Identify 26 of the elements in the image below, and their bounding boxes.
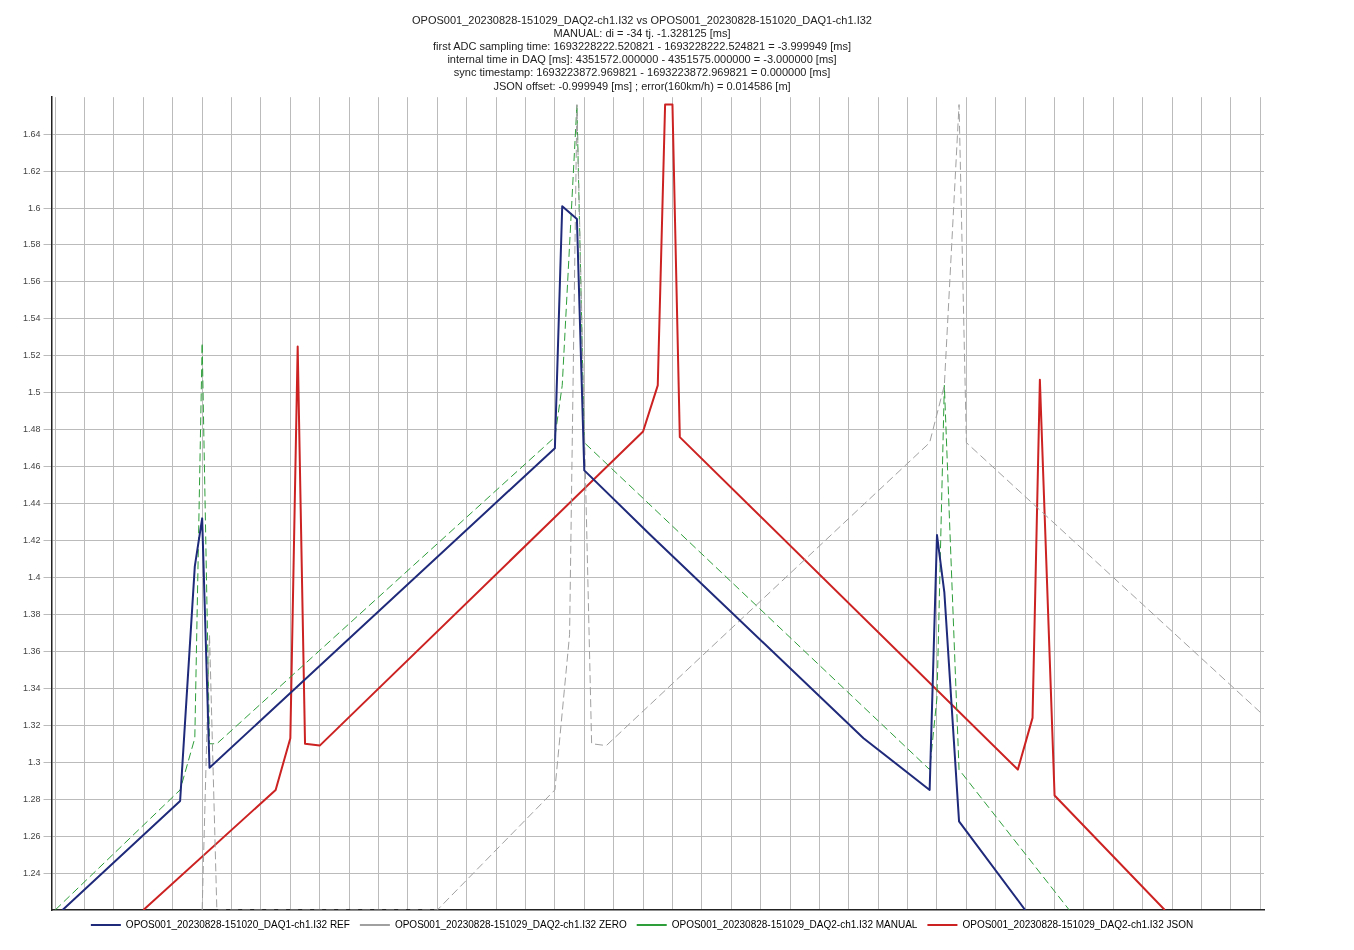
y-tick-label: 1.32	[22, 719, 41, 730]
y-tick-label: 1.52	[22, 350, 41, 361]
y-tick-label: 1.4	[28, 571, 41, 582]
y-tick-label: 1.3	[28, 756, 41, 767]
y-tick-label: 1.64	[22, 128, 41, 139]
y-tick-label: 1.34	[22, 682, 41, 693]
legend-label: OPOS001_20230828-151029_DAQ2-ch1.I32 MANUAL	[671, 918, 918, 930]
y-tick-label: 1.6	[28, 202, 41, 213]
y-tick-label: 1.62	[22, 165, 41, 176]
y-tick-label: 1.58	[22, 239, 41, 250]
y-tick-label: 1.48	[22, 424, 41, 435]
y-tick-label: 1.44	[22, 498, 41, 509]
y-tick-label: 1.38	[22, 608, 41, 619]
y-tick-label: 1.24	[22, 867, 41, 878]
y-tick-label: 1.46	[22, 461, 41, 472]
legend-label: OPOS001_20230828-151029_DAQ2-ch1.I32 ZERO	[394, 918, 627, 930]
y-tick-label: 1.36	[22, 645, 41, 656]
legend-label: OPOS001_20230828-151020_DAQ1-ch1.I32 REF	[125, 918, 350, 930]
y-tick-label: 1.54	[22, 313, 41, 324]
y-tick-label: 1.26	[22, 830, 41, 841]
y-tick-label: 1.28	[22, 793, 41, 804]
y-tick-label: 1.42	[22, 535, 41, 546]
legend-label: OPOS001_20230828-151029_DAQ2-ch1.I32 JSON	[962, 918, 1194, 930]
chart-title: OPOS001_20230828-151029_DAQ2-ch1.I32 vs OPOS001_20230828-151020_DAQ1-ch1.I32 MANUAL: di = -34 tj. -1.328125 [ms] first ADC sampling time: 1693228222.520821 - 1693228222.524821 = -3.999949 [ms] internal time in DAQ [ms]: 4351572.000000 - 4351575.000000 = -3.000000 [ms] sync timestamp: 1693223872.969821 - 1693223872.969821 = 0.000000 [ms] JSON offset: -0.999949 [ms] ; error(160km/h) = 0.014586 [m]	[412, 13, 872, 92]
y-tick-label: 1.56	[22, 276, 41, 287]
y-tick-label: 1.5	[28, 387, 41, 398]
